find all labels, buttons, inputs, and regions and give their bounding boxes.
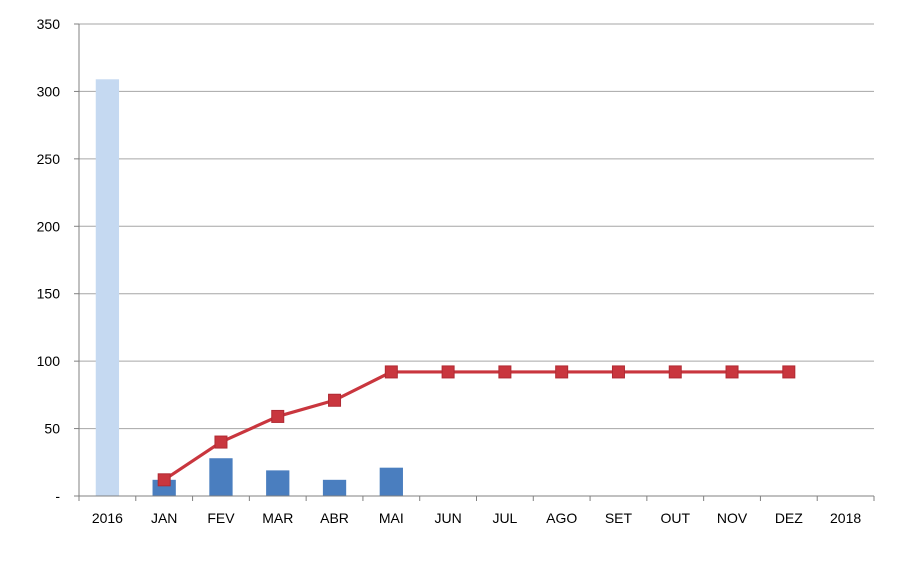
line-marker bbox=[441, 365, 455, 379]
x-tick-label: 2018 bbox=[830, 510, 861, 526]
bar bbox=[95, 79, 120, 496]
y-tick-label: 300 bbox=[37, 83, 61, 99]
bar bbox=[209, 458, 233, 496]
x-tick-label: AGO bbox=[546, 510, 577, 526]
bar-series bbox=[95, 79, 403, 496]
line-marker bbox=[782, 365, 796, 379]
bar bbox=[266, 470, 290, 496]
line-marker bbox=[611, 365, 625, 379]
x-tick-label: DEZ bbox=[775, 510, 803, 526]
y-tick-label: 200 bbox=[37, 218, 61, 234]
line-marker bbox=[384, 365, 398, 379]
gridlines bbox=[79, 23, 874, 430]
line-series bbox=[157, 365, 796, 487]
line-marker bbox=[498, 365, 512, 379]
line-marker bbox=[214, 435, 228, 449]
y-tick-label: 100 bbox=[37, 353, 61, 369]
line-marker bbox=[555, 365, 569, 379]
x-tick-label: OUT bbox=[660, 510, 690, 526]
x-tick-label: MAI bbox=[379, 510, 404, 526]
y-tick-label: 250 bbox=[37, 151, 61, 167]
x-tick-label: JAN bbox=[151, 510, 177, 526]
x-tick-label: 2016 bbox=[92, 510, 123, 526]
line-marker bbox=[157, 473, 171, 487]
y-tick-label: 350 bbox=[37, 16, 61, 32]
x-tick-label: NOV bbox=[717, 510, 748, 526]
x-tick-label: MAR bbox=[262, 510, 293, 526]
line-path bbox=[163, 370, 789, 482]
y-tick-label: 150 bbox=[37, 286, 61, 302]
x-tick-label: SET bbox=[605, 510, 633, 526]
x-axis: 2016 JAN FEV MAR ABR MAI JUN JUL AGO SET OUT NOV DEZ… bbox=[78, 495, 875, 526]
bar bbox=[379, 467, 403, 496]
y-axis-ticks: - 50 100 150 200 250 300 350 bbox=[37, 16, 80, 504]
x-tick-label: JUN bbox=[434, 510, 461, 526]
y-tick-label: - bbox=[55, 488, 60, 504]
line-marker bbox=[271, 409, 285, 423]
line-marker bbox=[668, 365, 682, 379]
bar bbox=[322, 479, 347, 496]
x-tick-label: ABR bbox=[320, 510, 349, 526]
x-tick-label: FEV bbox=[207, 510, 235, 526]
line-marker bbox=[328, 393, 342, 407]
x-tick-label: JUL bbox=[492, 510, 517, 526]
line-marker bbox=[725, 365, 739, 379]
y-tick-label: 50 bbox=[44, 421, 60, 437]
